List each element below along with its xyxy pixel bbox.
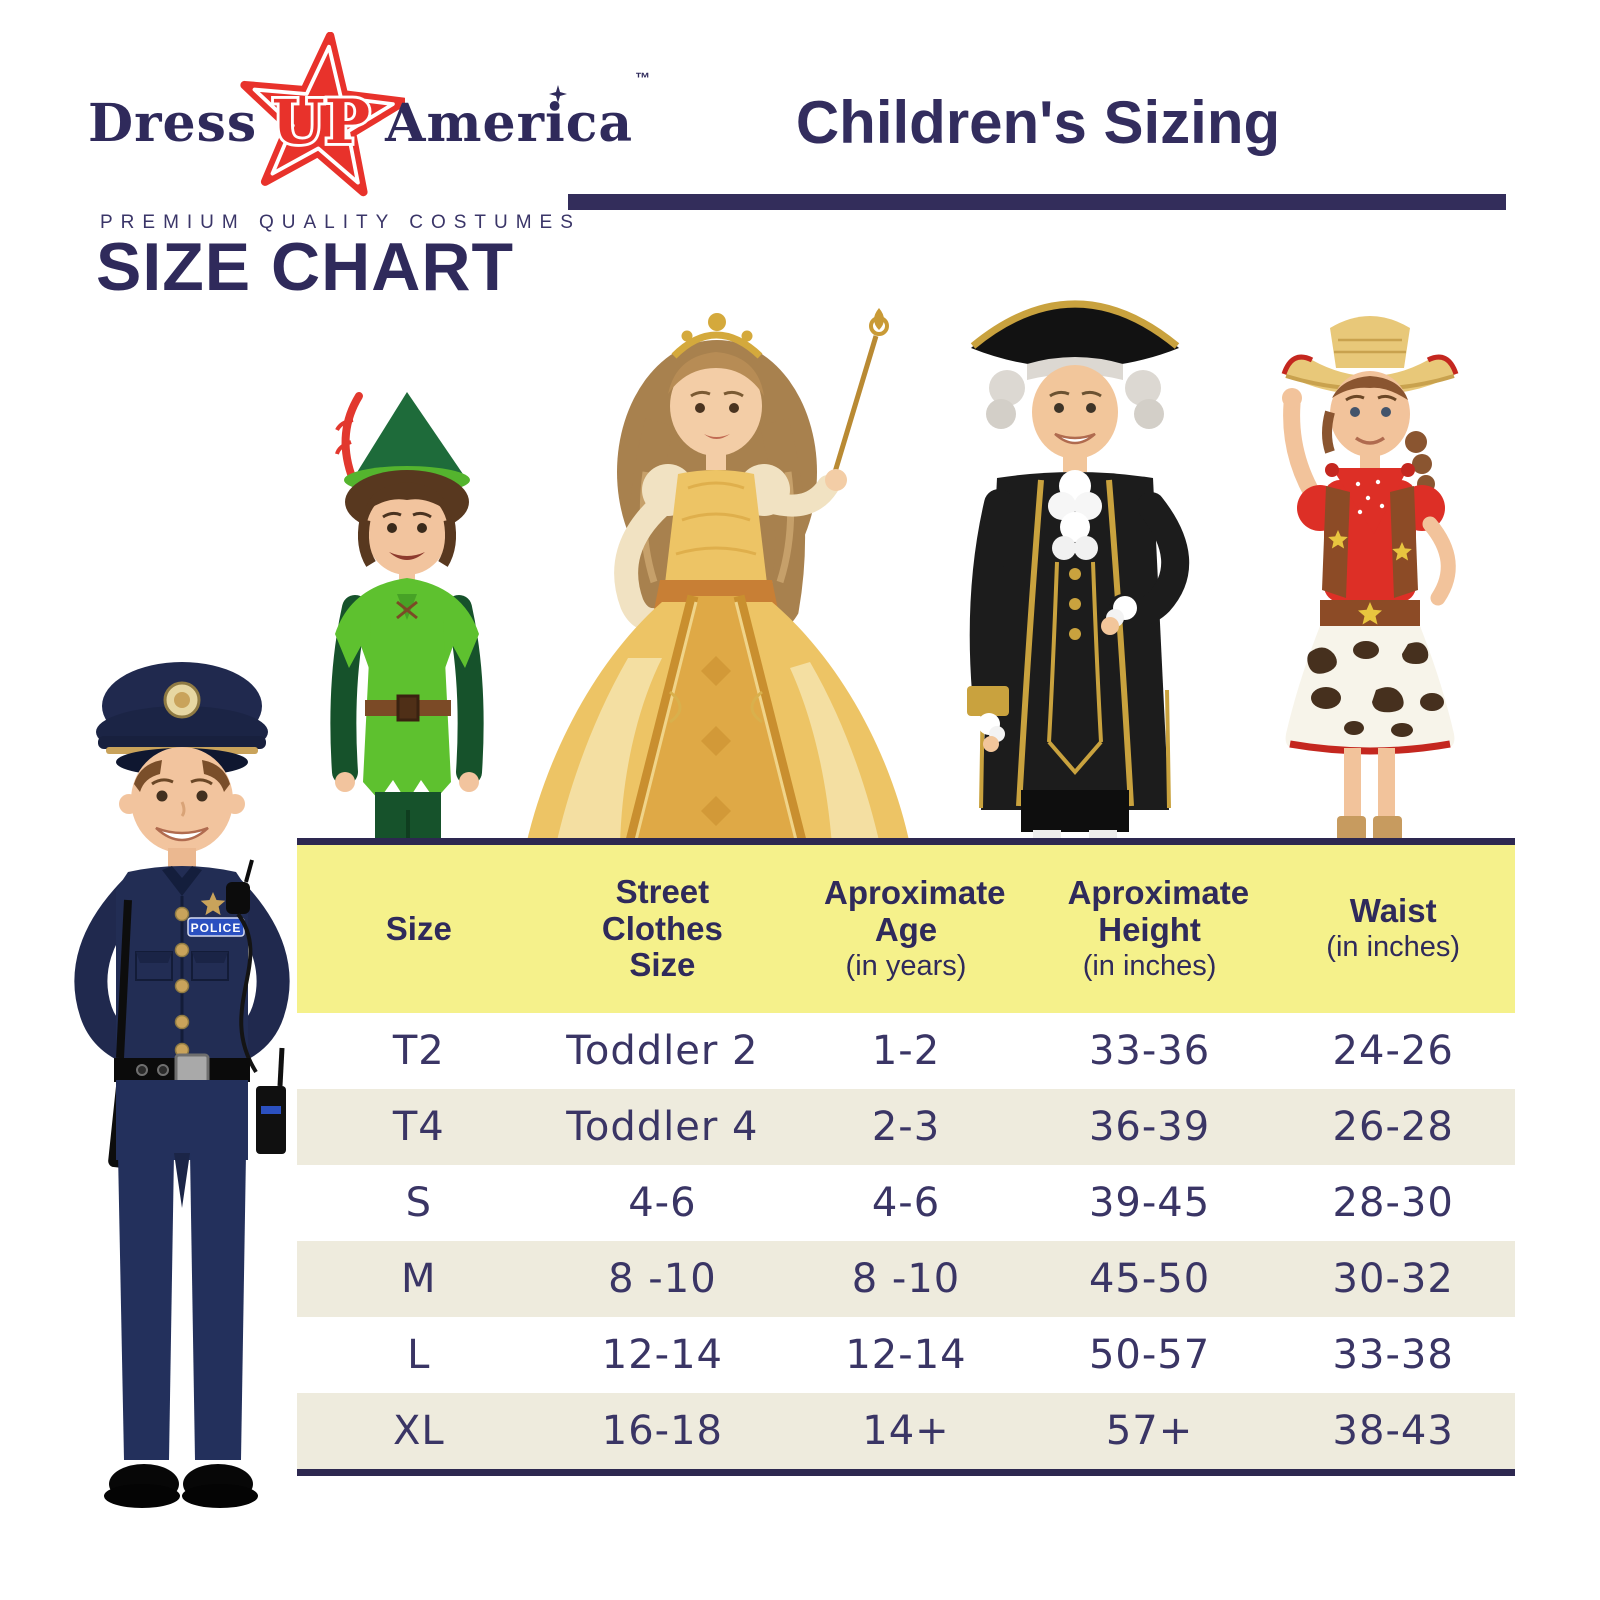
cell-height: 33-36 <box>1088 1028 1211 1074</box>
table-row-t4: T4 Toddler 4 2-3 36-39 26-28 <box>297 1089 1515 1165</box>
col-header-approximate-age: Aproximate Age (in years) <box>823 873 1006 982</box>
sparkle-icon <box>548 84 567 103</box>
cell-waist: 28-30 <box>1332 1180 1454 1226</box>
cell-street-size: 4-6 <box>628 1180 697 1226</box>
table-row-m: M 8 -10 8 -10 45-50 30-32 <box>297 1241 1515 1317</box>
cell-age: 12-14 <box>845 1332 967 1378</box>
brand-logo: Dress UP America ™ <box>88 28 650 218</box>
cell-height: 36-39 <box>1088 1104 1211 1150</box>
trademark-symbol: ™ <box>635 70 651 87</box>
size-table: Size Street Clothes Size Aproximate Age … <box>297 838 1515 1476</box>
cell-size: L <box>407 1332 431 1378</box>
cell-street-size: Toddler 2 <box>566 1028 759 1074</box>
table-row-t2: T2 Toddler 2 1-2 33-36 24-26 <box>297 1013 1515 1089</box>
cell-age: 8 -10 <box>851 1256 961 1302</box>
cell-waist: 24-26 <box>1332 1028 1454 1074</box>
cell-size: XL <box>392 1408 445 1454</box>
cell-age: 2-3 <box>871 1104 941 1150</box>
cell-street-size: Toddler 4 <box>566 1104 759 1150</box>
page-title: Children's Sizing <box>795 89 1281 156</box>
logo-star-icon: UP <box>237 31 408 210</box>
size-chart-heading: SIZE CHART <box>96 229 514 305</box>
cell-age: 14+ <box>862 1408 950 1454</box>
brand-word-america: America <box>385 92 634 154</box>
logo-up-text: UP <box>272 87 370 158</box>
colonial-costume-image <box>933 270 1218 845</box>
table-header-row: Size Street Clothes Size Aproximate Age … <box>297 845 1515 1013</box>
cell-age: 1-2 <box>871 1028 941 1074</box>
cell-height: 50-57 <box>1088 1332 1211 1378</box>
brand-word-dress: Dress <box>88 92 258 154</box>
brand-tagline: PREMIUM QUALITY COSTUMES <box>100 212 581 233</box>
table-row-s: S 4-6 4-6 39-45 28-30 <box>297 1165 1515 1241</box>
cell-street-size: 12-14 <box>601 1332 723 1378</box>
cell-street-size: 8 -10 <box>608 1256 717 1302</box>
cell-street-size: 16-18 <box>601 1408 723 1454</box>
princess-costume-image <box>510 272 925 845</box>
cell-size: M <box>401 1256 437 1302</box>
police-costume-image: POLICE <box>50 648 315 1515</box>
cell-waist: 33-38 <box>1332 1332 1454 1378</box>
col-header-street-clothes-size: Street Clothes Size <box>601 872 723 984</box>
cell-waist: 30-32 <box>1332 1256 1454 1302</box>
peter-pan-costume-image <box>293 380 521 845</box>
cell-size: T4 <box>392 1104 445 1150</box>
cell-height: 45-50 <box>1088 1256 1211 1302</box>
title-underline-bar <box>568 194 1506 210</box>
cell-size: T2 <box>392 1028 445 1074</box>
cell-height: 39-45 <box>1088 1180 1211 1226</box>
col-header-waist: Waist (in inches) <box>1326 892 1461 964</box>
cell-waist: 26-28 <box>1332 1104 1454 1150</box>
cowgirl-costume-image <box>1226 300 1516 845</box>
cell-size: S <box>405 1180 432 1226</box>
col-header-approximate-height: Aproximate Height (in inches) <box>1067 873 1250 982</box>
cell-waist: 38-43 <box>1332 1408 1454 1454</box>
cell-age: 4-6 <box>871 1180 941 1226</box>
police-patch-label: POLICE <box>191 921 242 935</box>
table-row-xl: XL 16-18 14+ 57+ 38-43 <box>297 1393 1515 1469</box>
cell-height: 57+ <box>1105 1408 1194 1454</box>
col-header-size: Size <box>385 909 452 947</box>
table-row-l: L 12-14 12-14 50-57 33-38 <box>297 1317 1515 1393</box>
